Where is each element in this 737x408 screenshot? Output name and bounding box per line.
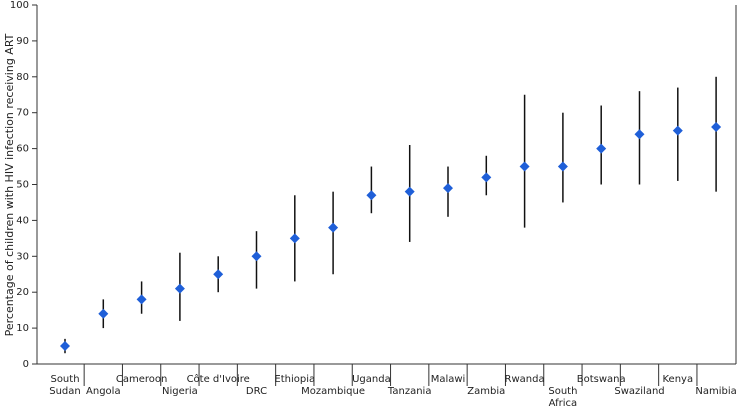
point [136, 294, 147, 305]
x-tick-label: Tanzania [387, 386, 432, 397]
x-tick-label: DRC [246, 386, 267, 397]
x-tick-label: Malawi [431, 374, 466, 385]
point [251, 251, 262, 262]
x-tick-label: Angola [86, 386, 121, 397]
x-tick-label: Zambia [467, 386, 505, 397]
x-tick-label: Swaziland [614, 386, 664, 397]
y-tick-label: 100 [10, 0, 29, 11]
x-tick-label: Rwanda [505, 374, 545, 385]
point [404, 186, 415, 197]
point [443, 183, 453, 194]
x-tick-label: Côte d'Ivoire [187, 373, 250, 385]
y-tick-label: 30 [16, 251, 29, 262]
point [634, 129, 645, 140]
y-tick-label: 50 [16, 180, 29, 191]
point [672, 125, 683, 136]
x-tick-label: Nigeria [162, 386, 198, 397]
point [213, 269, 224, 280]
point [328, 222, 339, 233]
x-tick-label: Namibia [695, 386, 736, 397]
point [557, 161, 568, 172]
y-tick-label: 90 [16, 36, 29, 47]
point [60, 341, 70, 352]
point [481, 172, 492, 183]
y-axis-label: Percentage of children with HIV infectio… [3, 33, 16, 336]
y-tick-label: 40 [16, 215, 29, 226]
point [174, 283, 185, 294]
x-tick-label: Uganda [352, 374, 391, 385]
point [519, 161, 530, 172]
x-tick-label: Mozambique [301, 386, 365, 397]
y-tick-label: 20 [16, 287, 29, 298]
point [289, 233, 300, 244]
y-tick-label: 80 [16, 72, 29, 83]
x-tick-label: Ethiopia [274, 374, 315, 385]
point [596, 143, 607, 154]
point [98, 308, 109, 319]
y-tick-label: 70 [16, 108, 29, 119]
point [711, 122, 722, 133]
x-tick-label: Cameroon [116, 374, 167, 385]
x-tick-label: Botswana [577, 374, 626, 385]
x-tick-label: Kenya [662, 374, 693, 385]
x-tick-label: South Sudan [49, 374, 81, 397]
y-tick-label: 0 [23, 359, 29, 370]
point [366, 190, 377, 201]
y-tick-label: 60 [16, 144, 29, 155]
y-tick-label: 10 [16, 323, 29, 334]
x-tick-label: South Africa [548, 386, 577, 408]
